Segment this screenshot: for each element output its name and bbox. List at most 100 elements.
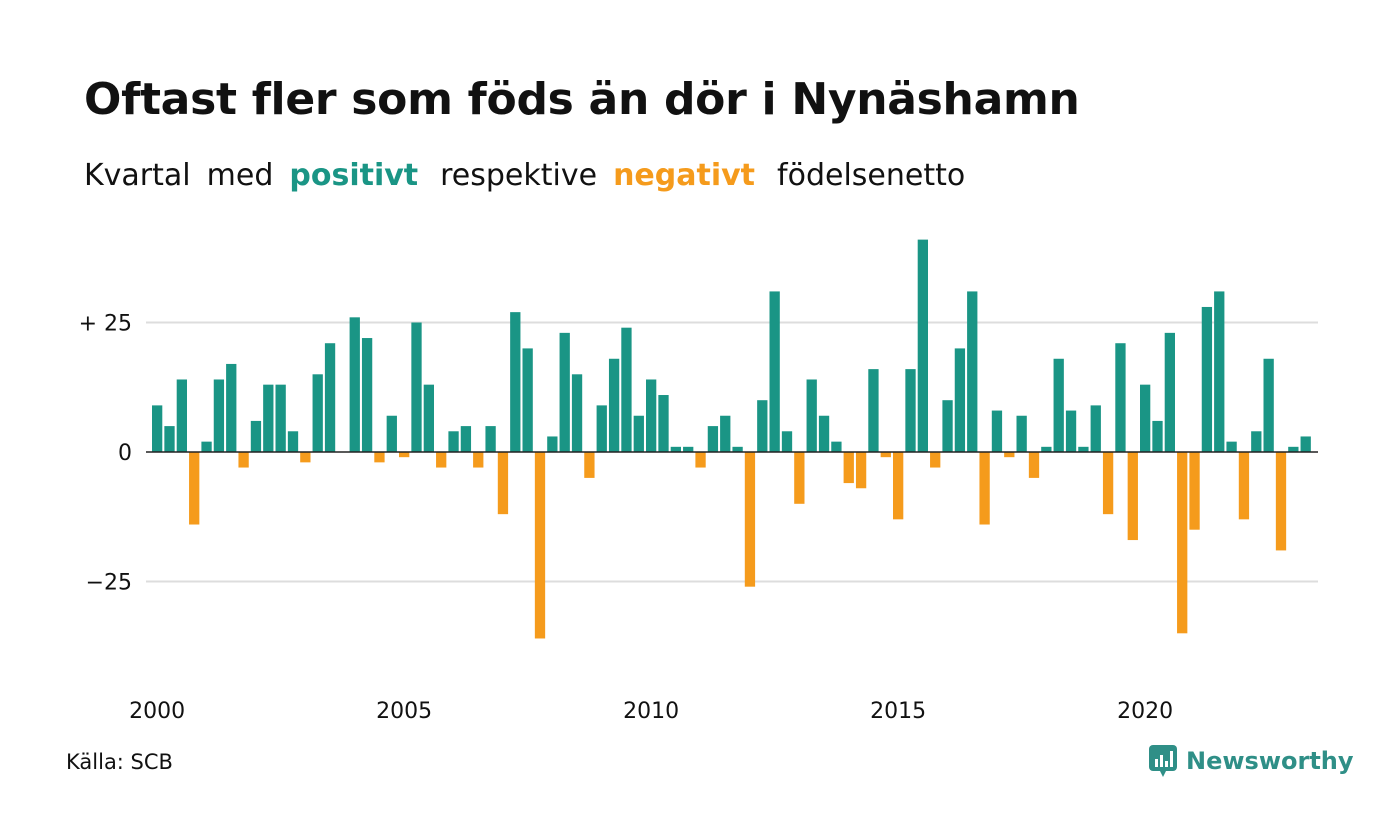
- bar: [275, 384, 286, 452]
- bar: [979, 452, 990, 525]
- bar: [818, 415, 830, 452]
- subtitle-part-4: födelsenetto: [777, 158, 966, 193]
- bar: [954, 348, 966, 452]
- bar: [1189, 452, 1200, 530]
- bar: [460, 426, 472, 452]
- bar: [559, 332, 570, 452]
- bar: [683, 446, 694, 452]
- bar: [300, 452, 311, 463]
- bar: [1164, 332, 1175, 452]
- chart-subtitle: Kvartal med positivt respektive negativt föde…: [84, 158, 981, 193]
- bar: [164, 426, 175, 452]
- bar: [411, 322, 422, 452]
- bar: [868, 369, 879, 452]
- bar: [646, 379, 657, 452]
- bar: [658, 395, 669, 452]
- x-tick-label: 2015: [870, 699, 926, 724]
- y-tick-label: + 25: [79, 312, 132, 337]
- bar: [1201, 306, 1213, 452]
- bar: [1041, 446, 1052, 452]
- bar: [238, 452, 249, 468]
- bar: [695, 452, 706, 468]
- bar: [448, 431, 459, 452]
- newsworthy-logo-icon: [1149, 745, 1177, 777]
- bar: [670, 446, 681, 452]
- bar: [596, 405, 607, 452]
- bar: [374, 452, 385, 463]
- bar: [621, 327, 632, 452]
- bar: [1028, 452, 1040, 478]
- bar: [1078, 446, 1089, 452]
- bar: [263, 384, 274, 452]
- bar: [769, 291, 780, 452]
- bar: [930, 452, 941, 468]
- x-tick-label: 2010: [623, 699, 679, 724]
- bar: [522, 348, 533, 452]
- bar: [1177, 452, 1188, 634]
- bar: [1127, 452, 1138, 541]
- bar: [399, 452, 410, 458]
- bar: [423, 384, 434, 452]
- bar: [584, 452, 595, 478]
- bar: [942, 400, 953, 452]
- bar: [905, 369, 916, 452]
- bar: [806, 379, 817, 452]
- bar: [213, 379, 225, 452]
- brand-name: Newsworthy: [1186, 747, 1354, 775]
- bar: [1115, 343, 1126, 452]
- x-tick-label: 2000: [129, 699, 185, 724]
- bar: [485, 426, 496, 452]
- bar: [1004, 452, 1015, 458]
- bar: [991, 410, 1003, 452]
- bar: [324, 343, 336, 452]
- bar: [547, 436, 558, 452]
- subtitle-positive: positivt: [289, 158, 419, 193]
- bar: [1226, 441, 1237, 452]
- bar: [744, 452, 756, 587]
- subtitle-negative: negativt: [613, 158, 756, 193]
- bar: [880, 452, 891, 458]
- bar: [386, 415, 397, 452]
- bar: [152, 405, 163, 452]
- bars: [152, 239, 1311, 639]
- y-tick-label: −25: [86, 571, 132, 596]
- bar: [1090, 405, 1101, 452]
- bar: [757, 400, 768, 452]
- brand-logo: Newsworthy: [1148, 744, 1354, 778]
- bar: [1214, 291, 1225, 452]
- bar: [608, 358, 620, 452]
- bar: [917, 239, 928, 452]
- bar: [732, 446, 743, 452]
- bar: [707, 426, 719, 452]
- subtitle-part-1: Kvartal: [84, 158, 191, 193]
- x-tick-label: 2005: [376, 699, 432, 724]
- subtitle-part-2: med: [206, 158, 274, 193]
- bar: [831, 441, 842, 452]
- subtitle-part-3: respektive: [440, 158, 598, 193]
- bar: [510, 312, 521, 452]
- chart-title: Oftast fler som föds än dör i Nynäshamn: [84, 74, 1080, 125]
- x-tick-label: 2020: [1117, 699, 1173, 724]
- bar: [189, 452, 200, 525]
- bar: [855, 452, 867, 489]
- bar: [633, 415, 644, 452]
- bar: [1053, 358, 1064, 452]
- bar: [843, 452, 854, 484]
- bar: [1251, 431, 1262, 452]
- bar: [1016, 415, 1027, 452]
- bar: [1263, 358, 1274, 452]
- bar: [781, 431, 793, 452]
- bar: [312, 374, 323, 452]
- bar: [1065, 410, 1077, 452]
- bar: [1238, 452, 1250, 520]
- bar: [436, 452, 447, 468]
- bar: [794, 452, 805, 504]
- bar: [893, 452, 904, 520]
- bar: [1140, 384, 1151, 452]
- bar: [361, 338, 373, 452]
- bar: [201, 441, 212, 452]
- bar: [1102, 452, 1114, 515]
- bar: [226, 363, 237, 452]
- y-tick-label: 0: [118, 441, 132, 466]
